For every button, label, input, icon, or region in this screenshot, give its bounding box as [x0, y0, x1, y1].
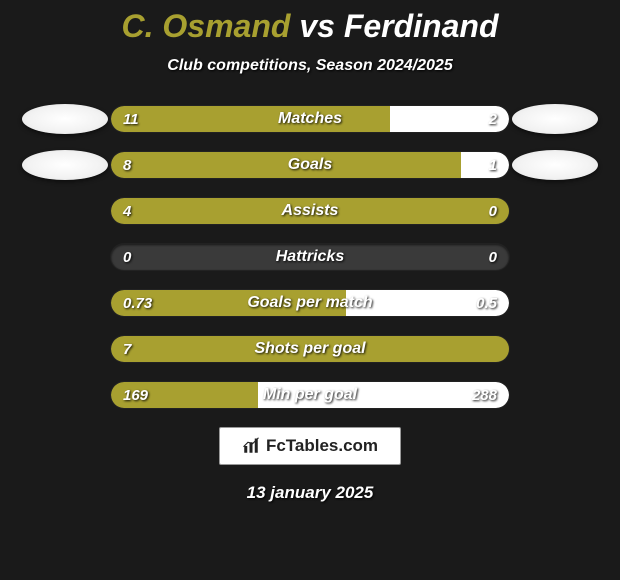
logo-slot-left: [20, 104, 110, 134]
player1-name: C. Osmand: [122, 8, 291, 44]
team-logo-left: [22, 104, 108, 134]
stat-bar: 40Assists: [110, 197, 510, 225]
team-logo-right: [512, 104, 598, 134]
stat-label: Assists: [111, 198, 509, 224]
logo-slot-right: [510, 150, 600, 180]
logo-slot-right: [510, 104, 600, 134]
stat-label: Min per goal: [111, 382, 509, 408]
subtitle: Club competitions, Season 2024/2025: [0, 57, 620, 75]
stat-bar: 112Matches: [110, 105, 510, 133]
stat-row: 112Matches: [20, 105, 600, 133]
stat-row: 0.730.5Goals per match: [20, 289, 600, 317]
logo-slot-left: [20, 150, 110, 180]
stat-bar: 7Shots per goal: [110, 335, 510, 363]
stat-label: Shots per goal: [111, 336, 509, 362]
vs-text: vs: [299, 8, 335, 44]
stat-row: 7Shots per goal: [20, 335, 600, 363]
stat-bar: 81Goals: [110, 151, 510, 179]
team-logo-right: [512, 150, 598, 180]
fctables-badge: FcTables.com: [219, 427, 401, 465]
stat-row: 169288Min per goal: [20, 381, 600, 409]
stat-label: Matches: [111, 106, 509, 132]
date: 13 january 2025: [0, 483, 620, 503]
stat-row: 81Goals: [20, 151, 600, 179]
stat-label: Goals per match: [111, 290, 509, 316]
stats-container: 112Matches 81Goals 40Assists 00Hattricks 0.7…: [0, 105, 620, 409]
stat-row: 40Assists: [20, 197, 600, 225]
comparison-title: C. Osmand vs Ferdinand: [0, 0, 620, 45]
stat-bar: 00Hattricks: [110, 243, 510, 271]
footer-brand-wrap: FcTables.com: [0, 427, 620, 465]
team-logo-left: [22, 150, 108, 180]
stat-label: Goals: [111, 152, 509, 178]
stat-bar: 0.730.5Goals per match: [110, 289, 510, 317]
stat-row: 00Hattricks: [20, 243, 600, 271]
stat-label: Hattricks: [111, 244, 509, 270]
player2-name: Ferdinand: [344, 8, 499, 44]
stat-bar: 169288Min per goal: [110, 381, 510, 409]
fctables-text: FcTables.com: [266, 436, 378, 456]
chart-icon: [242, 437, 260, 455]
